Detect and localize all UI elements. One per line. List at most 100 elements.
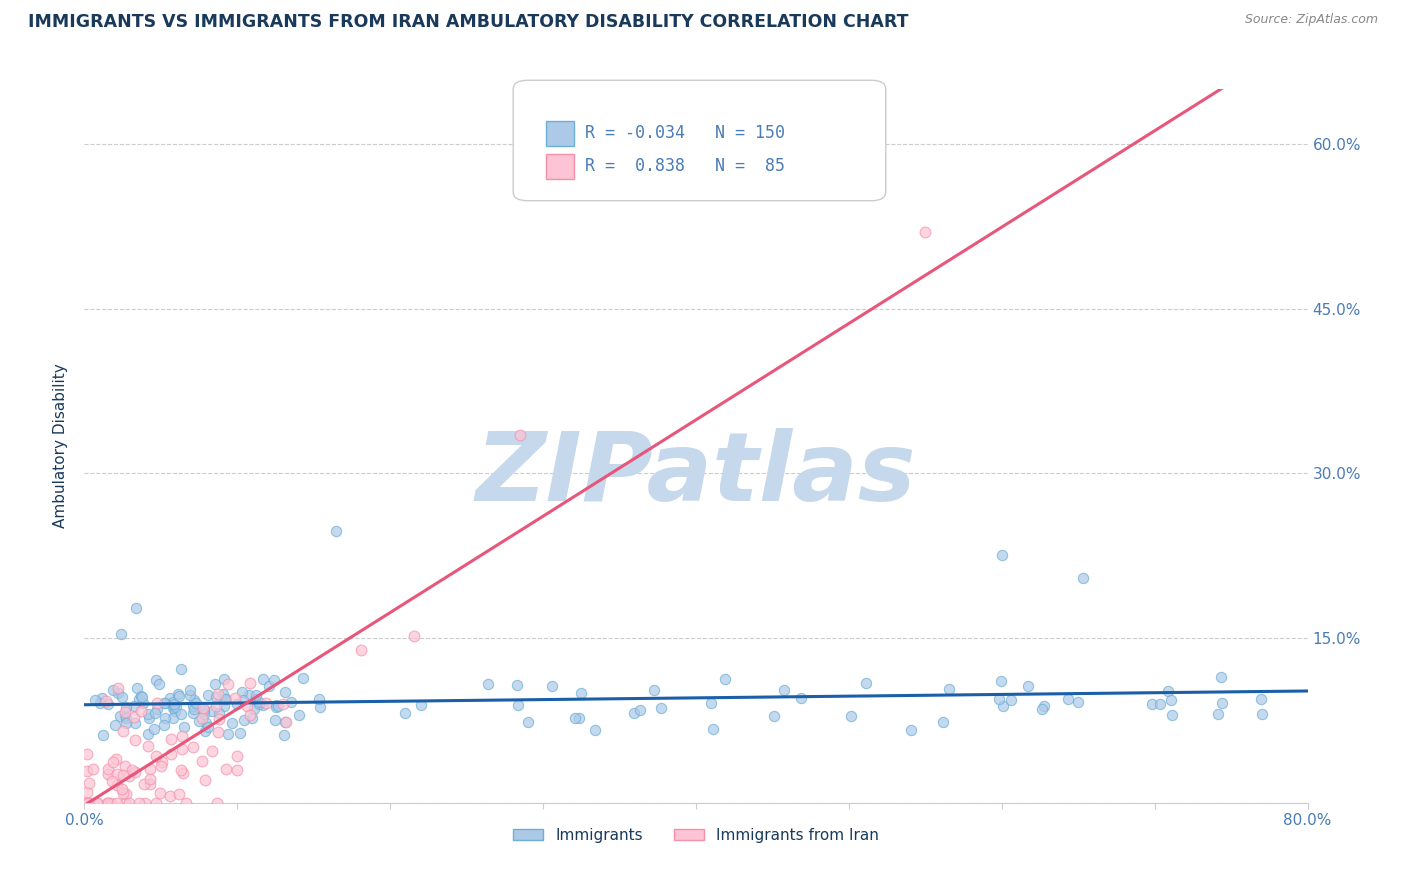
Point [165, 700, 187, 714]
Point [200, 744, 222, 758]
Point [1206, 706, 1229, 721]
Point [938, 682, 960, 697]
Point [145, 706, 167, 720]
Point [274, 715, 297, 730]
Point [224, 690, 246, 705]
Point [160, 731, 183, 746]
Point [129, 704, 152, 718]
Point [207, 686, 229, 700]
Point [97, 796, 120, 810]
Point [89, 696, 111, 710]
Point [128, 691, 150, 706]
Point [97, 762, 120, 776]
Point [350, 642, 373, 657]
Point [139, 762, 162, 776]
Point [124, 716, 146, 731]
Point [291, 671, 314, 685]
Point [201, 704, 224, 718]
Point [114, 709, 136, 723]
Point [76, 747, 98, 762]
Point [96, 796, 118, 810]
Point [204, 677, 226, 691]
Point [569, 686, 592, 700]
Point [105, 778, 128, 792]
Point [149, 786, 172, 800]
Point [325, 524, 347, 539]
Point [105, 796, 128, 810]
Point [254, 696, 277, 710]
Point [1017, 680, 1039, 694]
Point [773, 683, 796, 698]
Point [1157, 683, 1180, 698]
Point [263, 673, 285, 687]
Point [179, 689, 201, 703]
Point [163, 697, 186, 711]
Y-axis label: Ambulatory Disability: Ambulatory Disability [53, 364, 69, 528]
Point [79, 796, 101, 810]
Point [145, 696, 167, 710]
Point [402, 629, 425, 643]
Point [991, 698, 1014, 713]
Point [987, 692, 1010, 706]
Point [97, 698, 120, 712]
Point [77, 775, 100, 789]
Point [1160, 693, 1182, 707]
Point [208, 706, 231, 720]
Point [148, 676, 170, 690]
Point [236, 699, 259, 714]
Point [145, 673, 167, 687]
Point [273, 728, 295, 742]
Point [128, 796, 150, 810]
Point [134, 777, 156, 791]
Point [839, 709, 862, 723]
Point [194, 723, 217, 738]
Point [152, 696, 174, 710]
Point [155, 696, 177, 710]
Point [1071, 571, 1094, 585]
Point [229, 725, 252, 739]
Point [124, 732, 146, 747]
Point [152, 755, 174, 769]
Point [76, 785, 98, 799]
Point [1161, 708, 1184, 723]
Point [145, 748, 167, 763]
Point [108, 709, 131, 723]
Point [409, 698, 432, 712]
Point [112, 787, 135, 801]
Point [506, 698, 529, 712]
Point [134, 796, 156, 810]
Point [990, 548, 1012, 562]
Point [91, 728, 114, 742]
Point [208, 712, 231, 726]
Point [110, 627, 132, 641]
Point [214, 672, 236, 686]
Point [124, 765, 146, 780]
Point [221, 715, 243, 730]
Point [167, 788, 190, 802]
Point [101, 755, 124, 769]
Point [264, 698, 287, 713]
Point [1211, 670, 1233, 684]
Point [900, 723, 922, 737]
Point [1251, 707, 1274, 722]
Point [240, 711, 263, 725]
Point [114, 715, 136, 730]
Point [160, 747, 183, 761]
Point [1057, 692, 1080, 706]
Point [100, 796, 122, 810]
Point [139, 772, 162, 786]
Point [162, 711, 184, 725]
Point [855, 675, 877, 690]
Point [136, 707, 159, 722]
Point [138, 727, 160, 741]
Point [138, 710, 160, 724]
Point [247, 694, 270, 708]
Point [276, 714, 298, 729]
Point [163, 704, 186, 718]
Point [118, 796, 141, 810]
Point [97, 767, 120, 781]
Point [207, 724, 229, 739]
Point [86, 796, 108, 810]
Point [394, 706, 416, 720]
Point [217, 726, 239, 740]
